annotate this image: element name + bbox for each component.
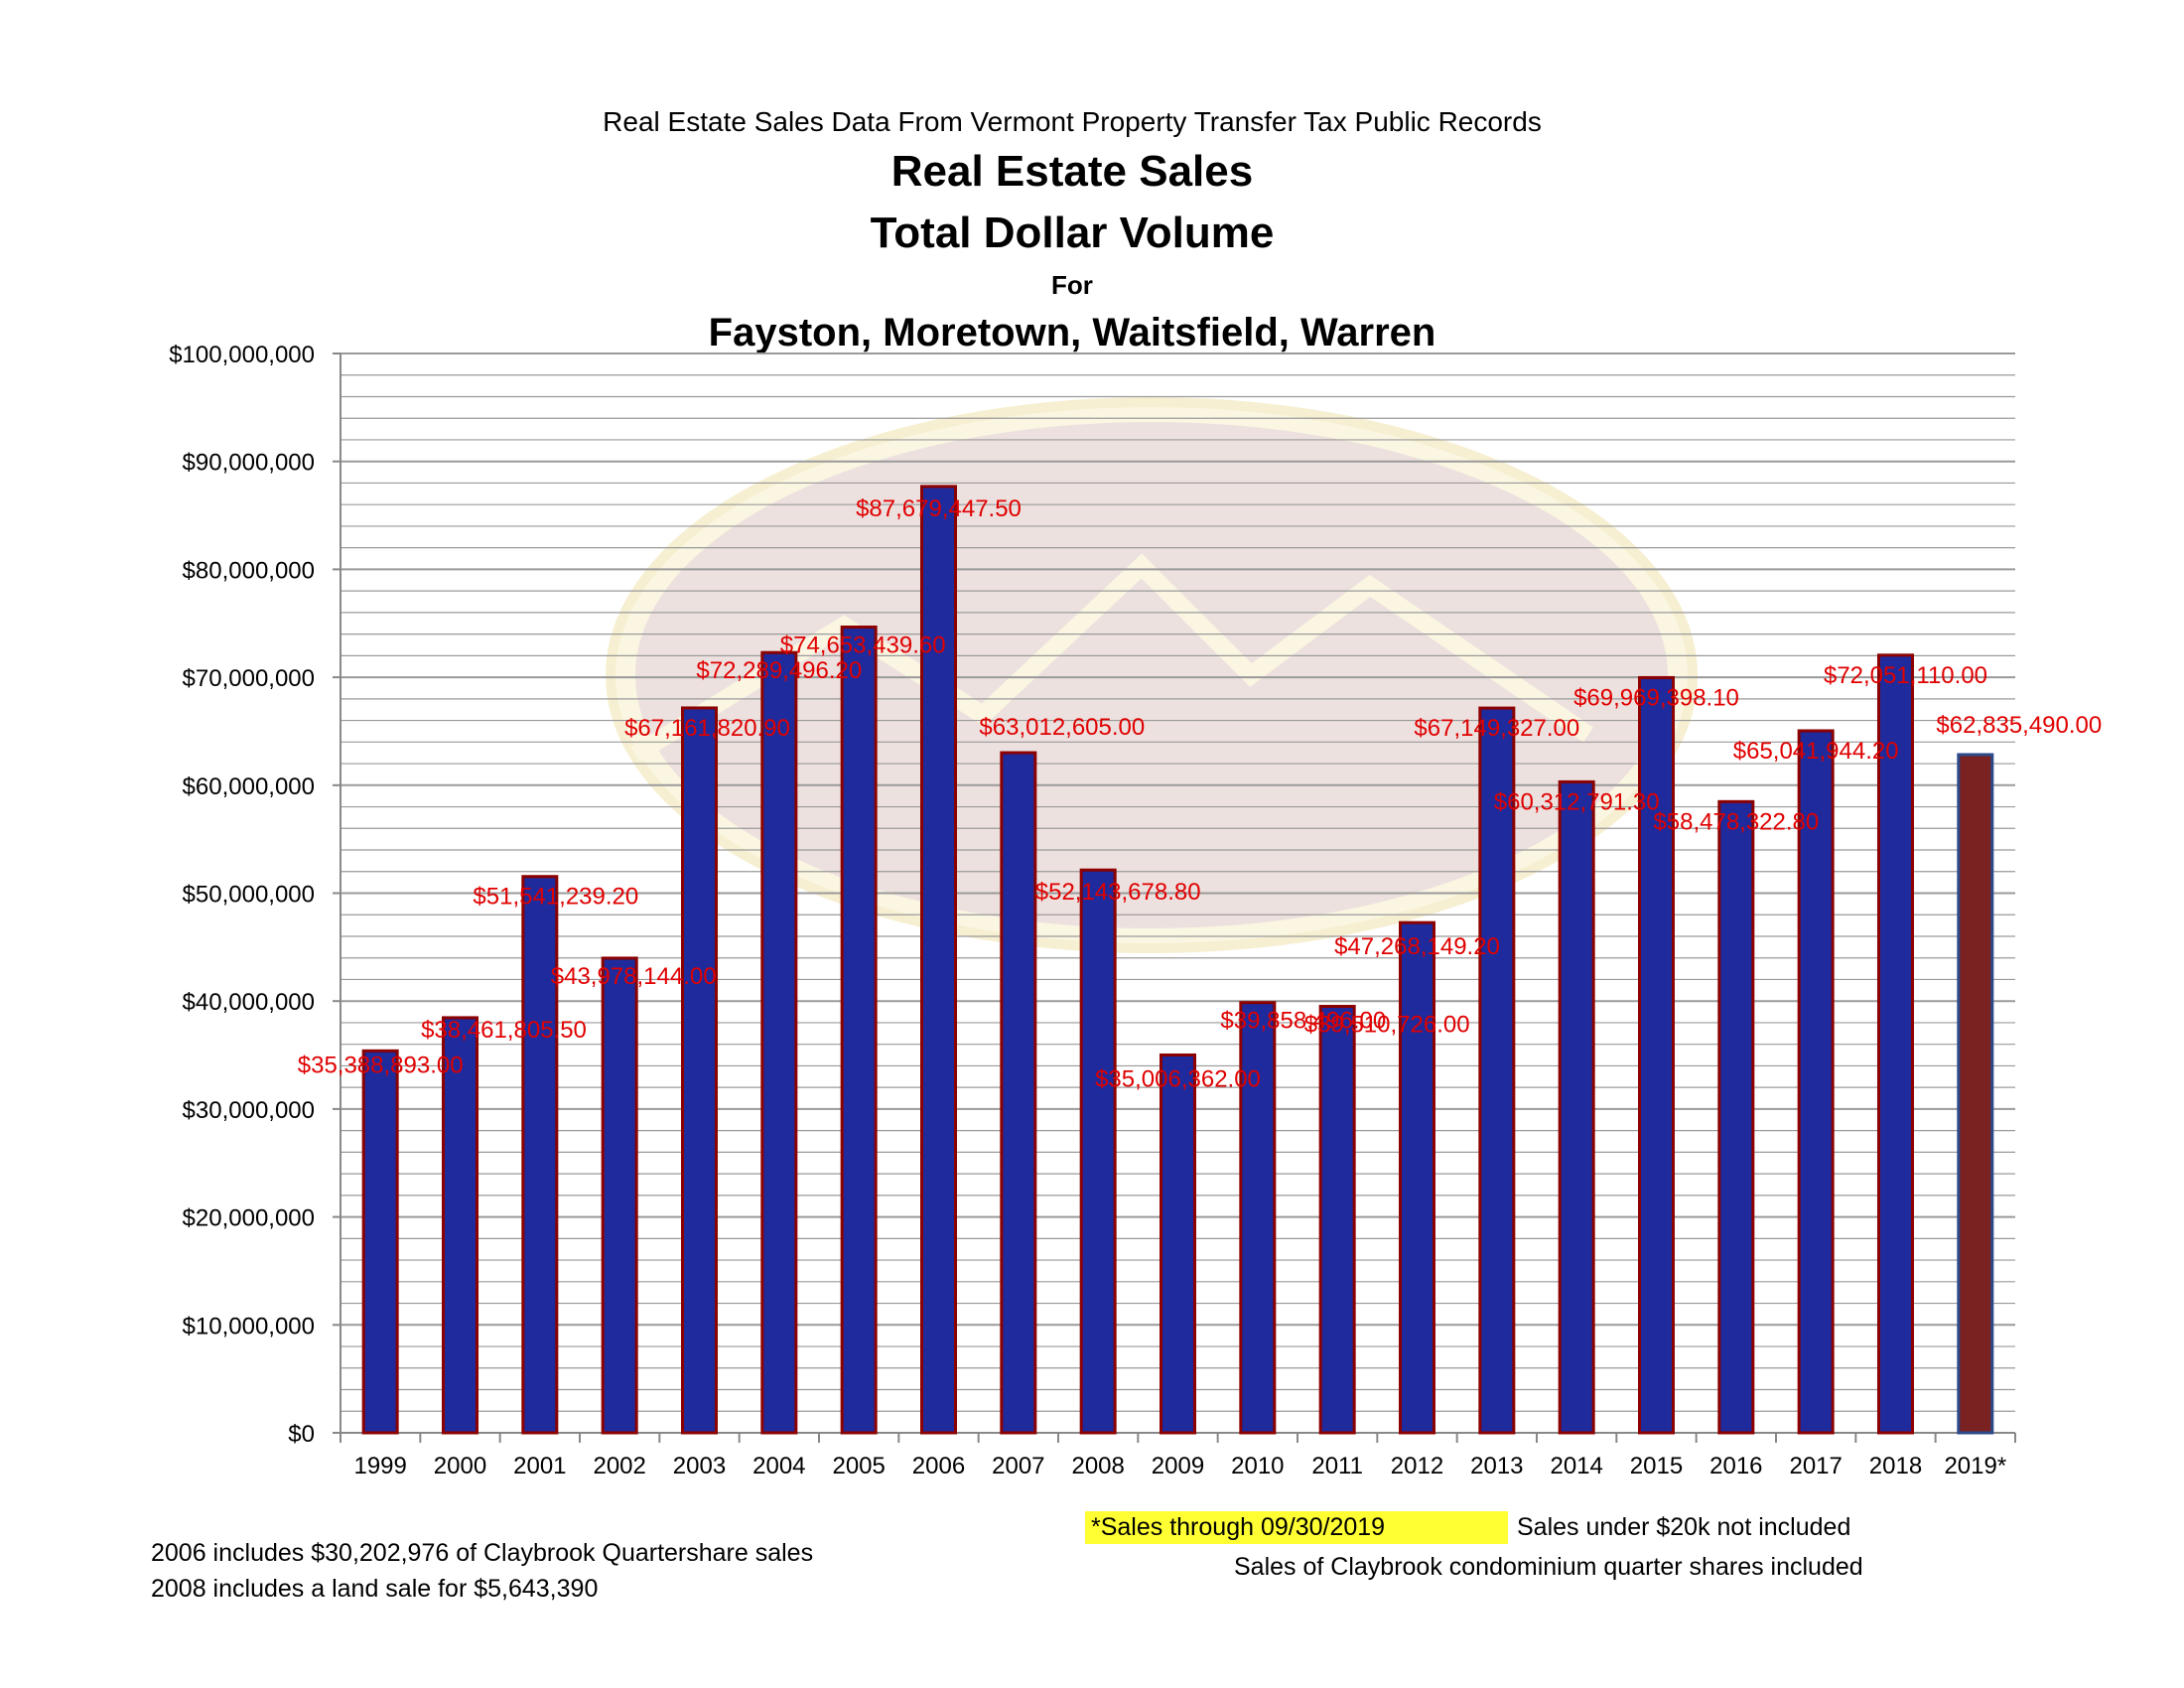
- x-tick-label: 2015: [1630, 1453, 1683, 1479]
- y-tick-label: $60,000,000: [183, 774, 315, 800]
- data-label: $62,835,490.00: [1936, 712, 2102, 739]
- note-sales-through-highlight: *Sales through 09/30/2019: [1085, 1511, 1508, 1544]
- y-tick-label: $0: [288, 1421, 315, 1448]
- x-tick-label: 2005: [832, 1453, 885, 1479]
- data-label: $58,478,322.80: [1653, 808, 1819, 835]
- chart-subtitle: Real Estate Sales Data From Vermont Prop…: [603, 106, 1542, 137]
- bar-2017: [1797, 729, 1835, 1435]
- y-tick-label: $70,000,000: [183, 665, 315, 692]
- chart-title-line-4: Fayston, Moretown, Waitsfield, Warren: [708, 311, 1436, 354]
- note-2008-land-sale: 2008 includes a land sale for $5,643,390: [151, 1575, 599, 1603]
- bar-2014: [1558, 779, 1595, 1435]
- data-label: $74,653,439.60: [780, 633, 946, 659]
- data-label: $60,312,791.30: [1494, 788, 1660, 815]
- bar-2013: [1478, 706, 1516, 1435]
- bar-2009: [1160, 1053, 1196, 1435]
- bar-2012: [1399, 920, 1435, 1435]
- x-tick-label: 2013: [1470, 1453, 1523, 1479]
- x-tick-label: 2012: [1391, 1453, 1443, 1479]
- chart-title-line-1: Real Estate Sales: [890, 147, 1254, 196]
- x-tick-label: 2018: [1869, 1453, 1922, 1479]
- chart-title-line-2: Total Dollar Volume: [870, 209, 1275, 257]
- x-tick-label: 2002: [593, 1453, 645, 1479]
- bar-2018: [1877, 653, 1914, 1435]
- bar-2011: [1318, 1005, 1356, 1435]
- x-tick-label: 2019*: [1944, 1453, 2006, 1479]
- x-tick-label: 2000: [434, 1453, 486, 1479]
- bar-2003: [681, 706, 718, 1435]
- bar-1999: [361, 1049, 399, 1435]
- bar-2016: [1717, 799, 1755, 1435]
- bar-2002: [601, 956, 638, 1435]
- bar-2015: [1638, 675, 1675, 1435]
- bar-2004: [760, 650, 798, 1435]
- data-label: $87,679,447.50: [856, 495, 1022, 522]
- y-tick-label: $30,000,000: [183, 1097, 315, 1124]
- bar-2008: [1079, 868, 1117, 1435]
- y-tick-label: $10,000,000: [183, 1313, 315, 1339]
- y-tick-label: $80,000,000: [183, 557, 315, 584]
- data-label: $52,143,678.80: [1035, 879, 1201, 906]
- data-label: $39,510,726.00: [1304, 1012, 1470, 1039]
- bar-2001: [521, 875, 559, 1435]
- bar-2000: [442, 1016, 478, 1435]
- y-tick-label: $100,000,000: [169, 342, 315, 368]
- data-label: $43,978,144.00: [551, 963, 717, 990]
- x-tick-label: 2006: [912, 1453, 965, 1479]
- data-label: $72,289,496.20: [696, 657, 862, 684]
- bar-2010: [1239, 1001, 1277, 1435]
- data-label: $67,161,820.90: [624, 715, 790, 742]
- x-tick-label: 2011: [1311, 1453, 1363, 1479]
- y-tick-label: $90,000,000: [183, 450, 315, 477]
- data-label: $38,461,805.50: [421, 1017, 587, 1044]
- note-2006-claybrook: 2006 includes $30,202,976 of Claybrook Q…: [151, 1539, 814, 1567]
- data-label: $51,541,239.20: [473, 884, 638, 911]
- y-tick-label: $20,000,000: [183, 1205, 315, 1232]
- x-tick-label: 2017: [1789, 1453, 1842, 1479]
- data-label: $72,051,110.00: [1824, 662, 1987, 689]
- bar-2007: [1000, 751, 1037, 1435]
- chart-title-line-3: For: [1051, 270, 1093, 300]
- x-tick-label: 2010: [1231, 1453, 1284, 1479]
- bar-2019-partial: [1957, 753, 1994, 1435]
- x-tick-label: 2001: [513, 1453, 566, 1479]
- x-tick-label: 2007: [992, 1453, 1044, 1479]
- x-tick-label: 1999: [353, 1453, 406, 1479]
- x-tick-label: 2003: [673, 1453, 726, 1479]
- data-label: $69,969,398.10: [1573, 684, 1739, 711]
- x-tick-label: 2016: [1709, 1453, 1762, 1479]
- note-under-20k: Sales under $20k not included: [1517, 1513, 1851, 1541]
- y-tick-label: $40,000,000: [183, 989, 315, 1016]
- x-tick-label: 2009: [1152, 1453, 1204, 1479]
- data-label: $63,012,605.00: [979, 714, 1145, 741]
- data-label: $47,268,149.20: [1334, 933, 1500, 960]
- data-label: $65,041,944.20: [1733, 738, 1899, 765]
- note-claybrook-included: Sales of Claybrook condominium quarter s…: [1234, 1553, 1863, 1581]
- bar-2006: [920, 485, 957, 1435]
- x-tick-label: 2008: [1071, 1453, 1124, 1479]
- data-label: $35,388,893.00: [298, 1052, 464, 1078]
- bar-2005: [840, 626, 878, 1435]
- data-label: $67,149,327.00: [1414, 715, 1579, 742]
- data-label: $39,858,496.00: [1220, 1008, 1386, 1035]
- x-tick-label: 2004: [752, 1453, 805, 1479]
- x-tick-label: 2014: [1550, 1453, 1602, 1479]
- watermark-logo: [606, 397, 1698, 953]
- y-tick-label: $50,000,000: [183, 882, 315, 909]
- data-label: $35,006,362.00: [1095, 1065, 1261, 1092]
